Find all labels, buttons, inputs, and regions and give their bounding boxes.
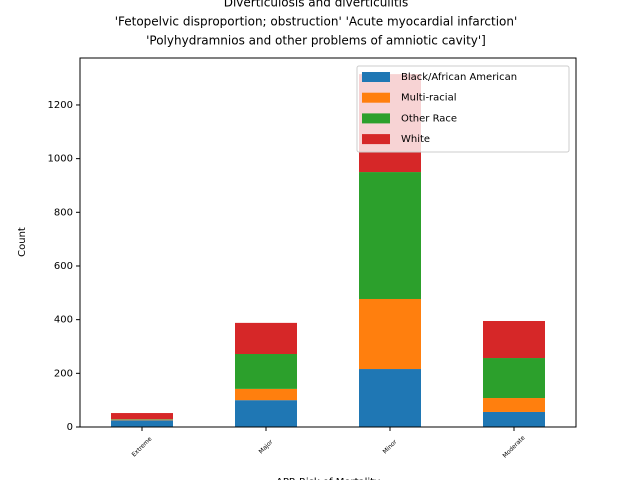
y-tick-label: 200: [54, 368, 73, 379]
legend-label: Other Race: [401, 113, 457, 124]
bar-segment: [111, 419, 173, 421]
bar-segment: [483, 398, 545, 412]
legend-swatch: [362, 92, 390, 103]
bar-segment: [111, 413, 173, 420]
bar-segment: [235, 354, 297, 389]
x-tick-label: Major: [258, 438, 275, 455]
bar-segment: [111, 420, 173, 427]
legend-label: White: [401, 134, 430, 145]
x-tick-label: Moderate: [501, 434, 526, 459]
bar-segment: [235, 400, 297, 427]
bar-segment: [359, 172, 421, 299]
y-axis-label: Count: [17, 227, 28, 257]
legend-label: Multi-racial: [401, 93, 456, 104]
y-tick-label: 600: [54, 261, 73, 272]
chart-title: 'Fetopelvic disproportion; obstruction' …: [115, 15, 518, 29]
plot-frame: [79, 57, 577, 428]
x-tick-label: Minor: [382, 438, 399, 455]
bar-segment: [483, 320, 545, 359]
y-tick-label: 1000: [48, 154, 73, 165]
legend-box: [356, 65, 570, 153]
legend-swatch: [362, 113, 390, 124]
legend-swatch: [362, 72, 390, 82]
x-tick-label: Extreme: [131, 435, 154, 458]
bar-segment: [359, 369, 421, 427]
bar-segment: [483, 411, 545, 427]
y-tick-label: 400: [54, 315, 73, 326]
legend-swatch: [362, 134, 390, 145]
bar-segment: [111, 419, 173, 420]
legend-label: Black/African American: [401, 72, 517, 83]
chart-title: Diverticulosis and diverticulitis: [224, 0, 409, 10]
y-tick-label: 0: [67, 422, 73, 433]
bar-segment: [235, 388, 297, 401]
y-tick-label: 1200: [48, 100, 73, 111]
x-axis-label: APR Risk of Mortality: [276, 477, 380, 480]
bar-segment: [235, 322, 297, 355]
y-tick-label: 800: [54, 207, 73, 218]
bar-segment: [483, 358, 545, 399]
chart-title: 'Polyhydramnios and other problems of am…: [146, 34, 486, 48]
bar-segment: [359, 298, 421, 370]
